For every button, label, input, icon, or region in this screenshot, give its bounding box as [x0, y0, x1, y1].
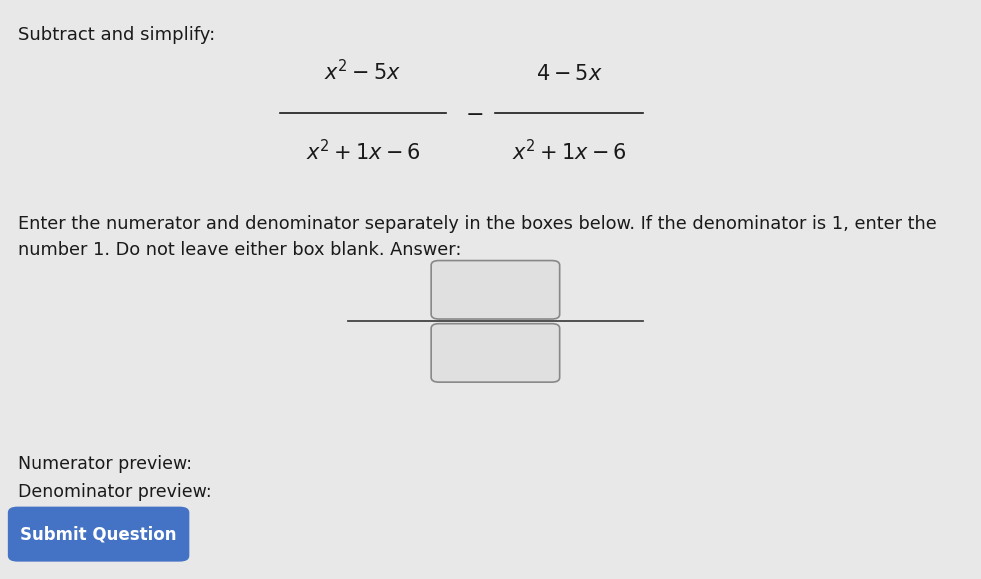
Text: $x^2 + 1x - 6$: $x^2 + 1x - 6$: [512, 139, 626, 164]
Text: $4 - 5x$: $4 - 5x$: [536, 64, 602, 84]
Text: Numerator preview:: Numerator preview:: [18, 455, 191, 472]
FancyBboxPatch shape: [432, 261, 559, 319]
Text: $-$: $-$: [465, 103, 483, 123]
Text: Denominator preview:: Denominator preview:: [18, 483, 211, 501]
Text: $x^2 - 5x$: $x^2 - 5x$: [325, 58, 401, 84]
FancyBboxPatch shape: [432, 324, 559, 382]
Text: Subtract and simplify:: Subtract and simplify:: [18, 26, 215, 44]
FancyBboxPatch shape: [8, 507, 189, 562]
Text: Submit Question: Submit Question: [21, 525, 177, 543]
Text: Enter the numerator and denominator separately in the boxes below. If the denomi: Enter the numerator and denominator sepa…: [18, 215, 937, 259]
Text: $x^2 + 1x - 6$: $x^2 + 1x - 6$: [306, 139, 420, 164]
